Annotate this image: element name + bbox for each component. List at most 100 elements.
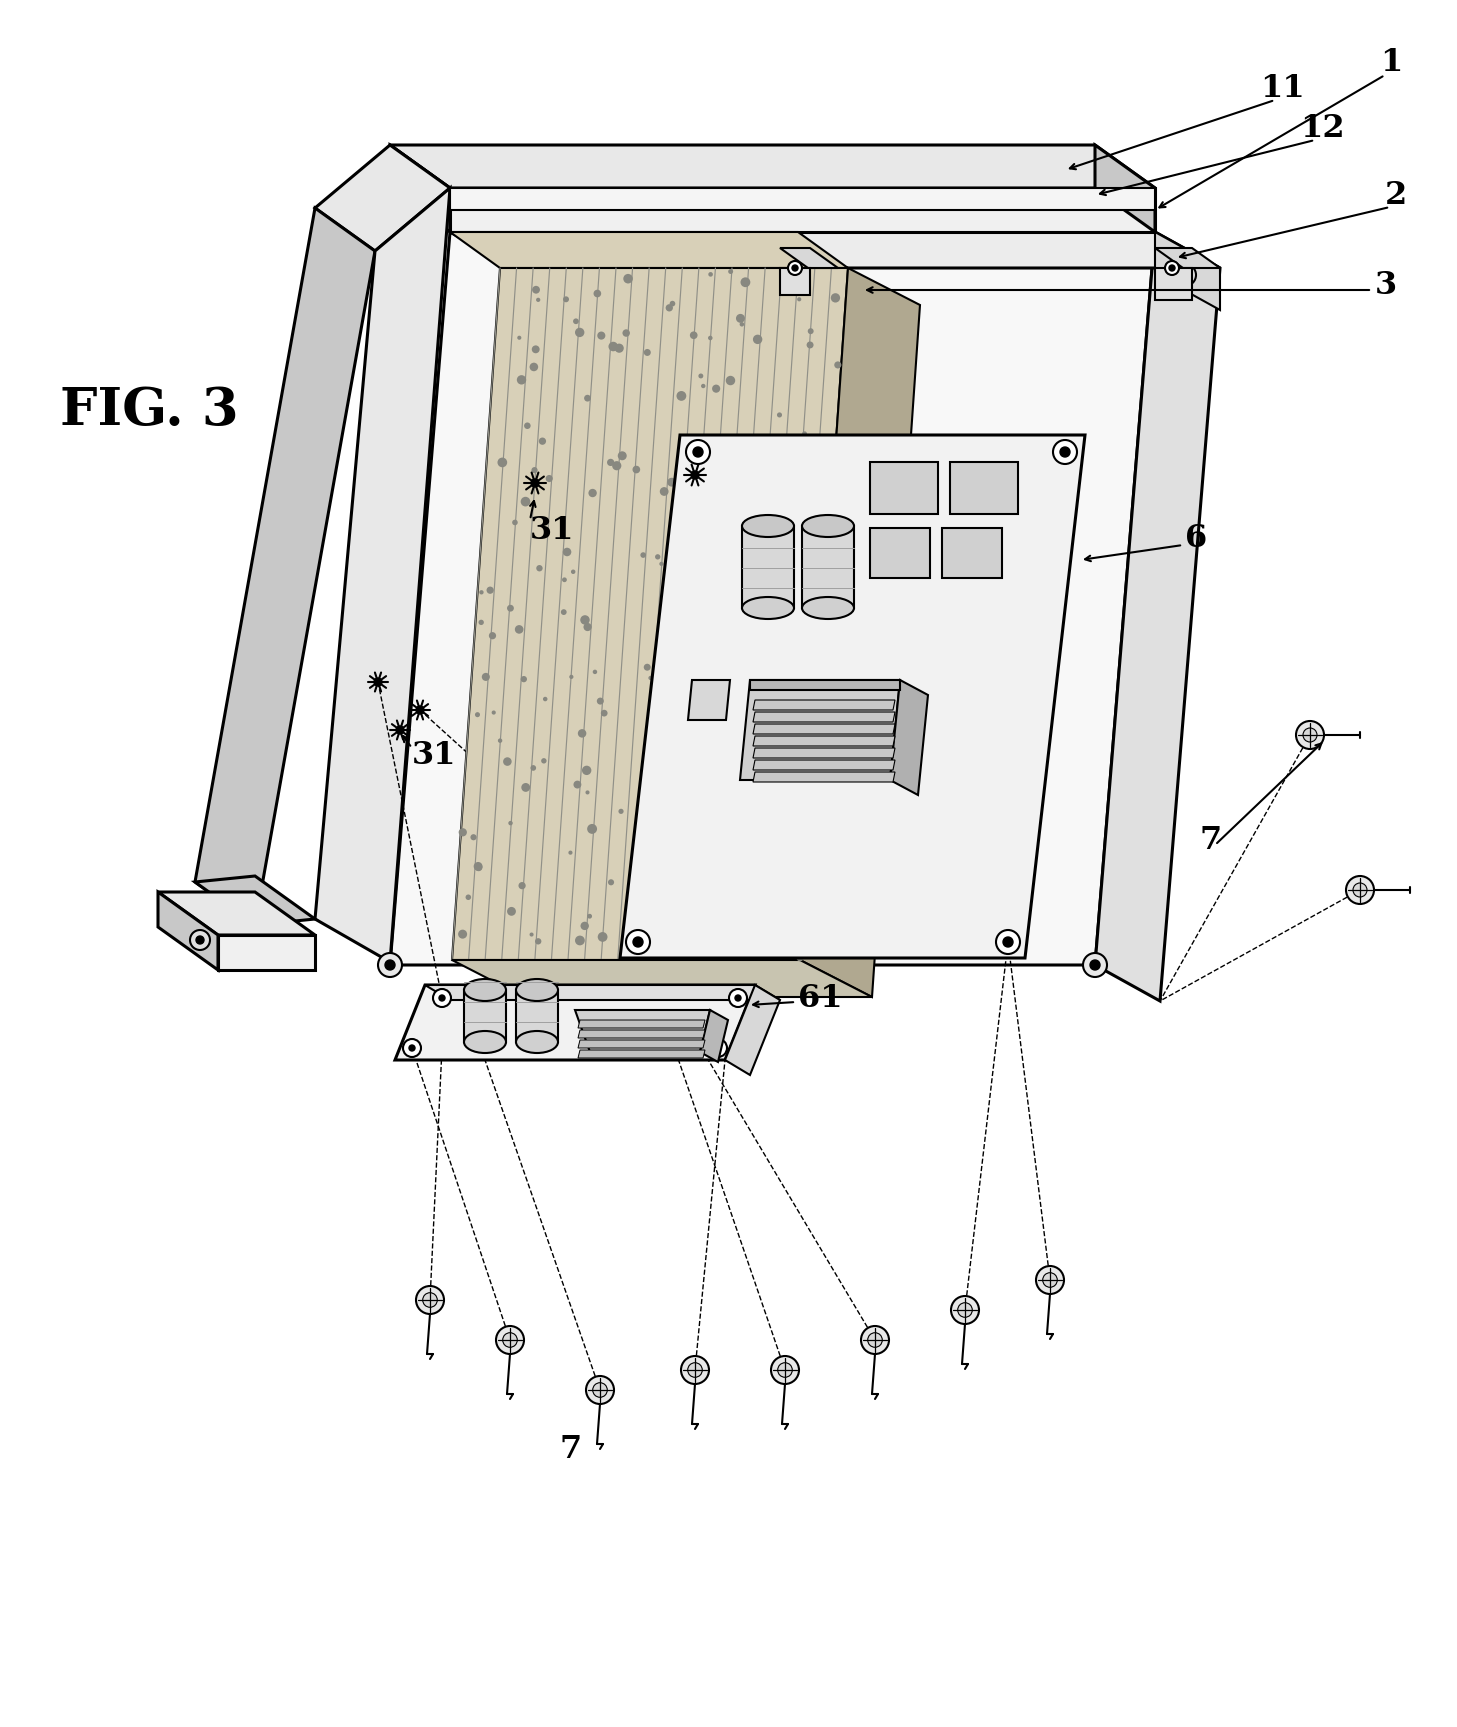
Circle shape <box>766 777 774 784</box>
Circle shape <box>475 864 482 870</box>
Circle shape <box>634 838 640 843</box>
Circle shape <box>775 701 784 710</box>
Circle shape <box>576 936 584 945</box>
Circle shape <box>715 1045 721 1052</box>
Circle shape <box>670 300 675 306</box>
Circle shape <box>1166 261 1179 275</box>
Circle shape <box>1174 264 1196 287</box>
Text: 61: 61 <box>798 983 842 1014</box>
Circle shape <box>694 447 702 458</box>
Bar <box>870 463 938 515</box>
Polygon shape <box>779 268 810 295</box>
Circle shape <box>788 261 801 275</box>
Circle shape <box>417 1287 444 1314</box>
Circle shape <box>622 330 629 337</box>
Circle shape <box>593 670 597 674</box>
Polygon shape <box>450 231 848 268</box>
Circle shape <box>761 751 768 758</box>
Circle shape <box>733 919 743 929</box>
Circle shape <box>532 466 538 473</box>
Polygon shape <box>1096 231 1220 1002</box>
Circle shape <box>597 332 605 340</box>
Polygon shape <box>1096 145 1155 231</box>
Circle shape <box>404 1040 421 1057</box>
Circle shape <box>686 440 710 465</box>
Text: 12: 12 <box>1300 112 1345 143</box>
Bar <box>950 463 1018 515</box>
Circle shape <box>1303 729 1317 743</box>
Circle shape <box>562 577 567 582</box>
Circle shape <box>600 710 608 717</box>
Circle shape <box>475 712 479 717</box>
Circle shape <box>772 487 778 492</box>
Circle shape <box>578 729 586 737</box>
Bar <box>516 990 558 1041</box>
Circle shape <box>660 487 669 496</box>
Circle shape <box>536 565 542 572</box>
Circle shape <box>731 881 737 888</box>
Circle shape <box>580 615 590 625</box>
Circle shape <box>708 335 712 340</box>
Polygon shape <box>753 724 895 734</box>
Circle shape <box>666 304 673 311</box>
Polygon shape <box>450 188 1155 231</box>
Circle shape <box>718 917 727 926</box>
Circle shape <box>807 342 813 349</box>
Circle shape <box>654 743 661 751</box>
Ellipse shape <box>742 598 794 618</box>
Circle shape <box>822 523 829 530</box>
Circle shape <box>708 699 717 708</box>
Circle shape <box>529 933 533 936</box>
Polygon shape <box>195 207 374 926</box>
Circle shape <box>525 423 530 428</box>
Circle shape <box>482 674 490 680</box>
Circle shape <box>1354 882 1367 896</box>
Circle shape <box>1036 1266 1064 1294</box>
Circle shape <box>686 668 695 677</box>
Circle shape <box>459 829 466 836</box>
Circle shape <box>727 667 736 677</box>
Circle shape <box>583 623 592 630</box>
Circle shape <box>597 698 603 705</box>
Circle shape <box>790 618 797 625</box>
Circle shape <box>530 478 539 487</box>
Circle shape <box>648 675 653 680</box>
Circle shape <box>778 1363 793 1376</box>
Circle shape <box>680 1356 710 1383</box>
Polygon shape <box>779 249 838 268</box>
Circle shape <box>736 314 745 323</box>
Polygon shape <box>390 145 1155 188</box>
Polygon shape <box>740 680 900 781</box>
Polygon shape <box>157 893 219 971</box>
Circle shape <box>742 527 746 530</box>
Text: 7: 7 <box>559 1435 583 1466</box>
Ellipse shape <box>742 515 794 537</box>
Circle shape <box>561 610 567 615</box>
Text: 7: 7 <box>1201 824 1222 855</box>
Polygon shape <box>157 893 315 934</box>
Circle shape <box>720 549 726 554</box>
Circle shape <box>634 953 638 957</box>
Circle shape <box>779 933 788 941</box>
Circle shape <box>660 561 663 566</box>
Polygon shape <box>753 760 895 770</box>
Circle shape <box>804 800 809 805</box>
Circle shape <box>822 551 828 556</box>
Circle shape <box>1295 720 1324 750</box>
Ellipse shape <box>463 1031 506 1053</box>
Text: 2: 2 <box>1386 180 1407 211</box>
Circle shape <box>740 321 745 326</box>
Circle shape <box>522 782 530 793</box>
Circle shape <box>951 1295 979 1325</box>
Circle shape <box>728 990 747 1007</box>
Circle shape <box>736 920 745 929</box>
Text: 31: 31 <box>530 515 574 546</box>
Polygon shape <box>753 699 895 710</box>
Circle shape <box>793 264 798 271</box>
Polygon shape <box>425 984 779 1000</box>
Circle shape <box>570 675 574 679</box>
Polygon shape <box>750 680 900 691</box>
Circle shape <box>532 345 539 354</box>
Circle shape <box>520 675 527 682</box>
Circle shape <box>777 413 782 418</box>
